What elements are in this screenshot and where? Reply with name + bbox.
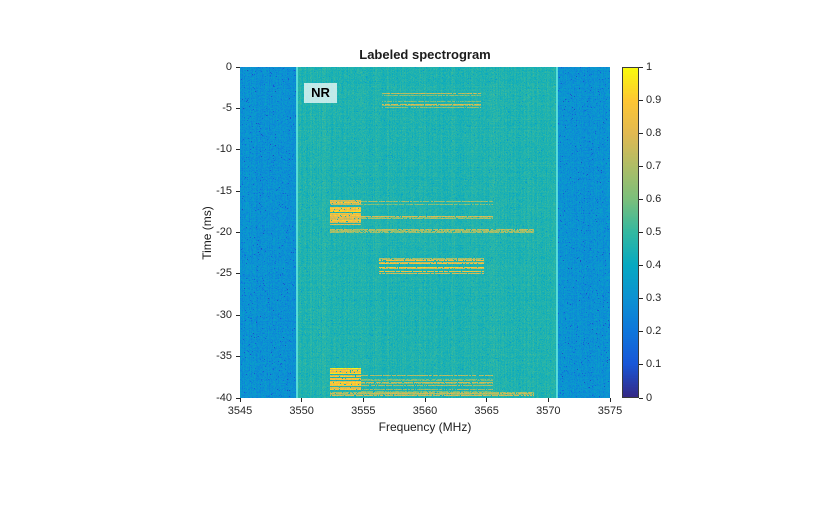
x-axis-label: Frequency (MHz) (378, 420, 472, 434)
colorbar-tick-label: 0.4 (646, 259, 662, 272)
colorbar-tick-mark (639, 364, 643, 366)
colorbar-tick-mark (639, 298, 643, 300)
colorbar-tick-mark (639, 397, 643, 399)
y-tick-label: -25 (216, 267, 232, 280)
annotation-nr-label: NR (304, 82, 337, 103)
y-tick-label: -20 (216, 226, 232, 238)
y-tick-mark (236, 314, 240, 316)
y-tick-mark (236, 107, 240, 109)
x-tick-label: 3570 (536, 405, 561, 417)
colorbar-tick-mark (639, 99, 643, 101)
colorbar-tick-mark (639, 198, 643, 200)
y-tick-mark (236, 232, 240, 233)
spectrogram-canvas (240, 67, 610, 398)
y-tick-label: -40 (216, 391, 232, 404)
colorbar-canvas (623, 68, 638, 397)
x-tick-mark (609, 398, 611, 402)
y-tick-mark (236, 66, 240, 68)
x-tick-mark (547, 398, 549, 402)
colorbar-tick-mark (639, 66, 643, 68)
x-tick-label: 3555 (351, 405, 376, 417)
x-tick-mark (301, 398, 303, 402)
colorbar-tick-label: 0.7 (646, 159, 662, 172)
y-tick-mark (236, 397, 240, 399)
colorbar-tick-mark (639, 265, 643, 267)
colorbar-tick-label: 0.8 (646, 126, 662, 139)
colorbar-tick-label: 0.6 (646, 192, 662, 205)
x-tick-label: 3565 (474, 405, 499, 417)
y-tick-label: -15 (216, 184, 232, 197)
x-tick-label: 3550 (289, 405, 314, 417)
y-tick-mark (236, 190, 240, 192)
colorbar-tick-label: 0.2 (646, 325, 662, 338)
colorbar-tick-mark (639, 165, 643, 167)
y-tick-label: -10 (216, 143, 232, 156)
colorbar-tick-mark (639, 331, 643, 333)
y-tick-mark (236, 273, 240, 275)
colorbar-tick-label: 0.1 (646, 358, 662, 371)
colorbar-tick-mark (639, 132, 643, 134)
colorbar-tick-label: 0 (646, 391, 653, 404)
colorbar (622, 67, 639, 398)
x-tick-label: 3575 (597, 405, 623, 417)
colorbar-tick-mark (639, 232, 643, 233)
x-tick-mark (239, 398, 241, 402)
y-tick-mark (236, 356, 240, 358)
chart-title: Labeled spectrogram (359, 47, 491, 62)
spectrogram-plot: NR (240, 67, 610, 398)
y-tick-label: -35 (216, 350, 232, 363)
x-tick-mark (424, 398, 426, 402)
colorbar-tick-label: 1 (646, 60, 653, 73)
colorbar-tick-label: 0.5 (646, 226, 662, 238)
y-tick-label: 0 (225, 60, 232, 73)
y-tick-label: -5 (222, 101, 232, 114)
colorbar-tick-label: 0.9 (646, 93, 662, 106)
x-tick-label: 3545 (227, 405, 253, 417)
x-tick-label: 3560 (412, 405, 438, 417)
x-tick-mark (486, 398, 488, 402)
y-tick-mark (236, 149, 240, 151)
x-tick-mark (362, 398, 364, 402)
colorbar-tick-label: 0.3 (646, 292, 662, 305)
y-tick-label: -30 (216, 308, 232, 321)
